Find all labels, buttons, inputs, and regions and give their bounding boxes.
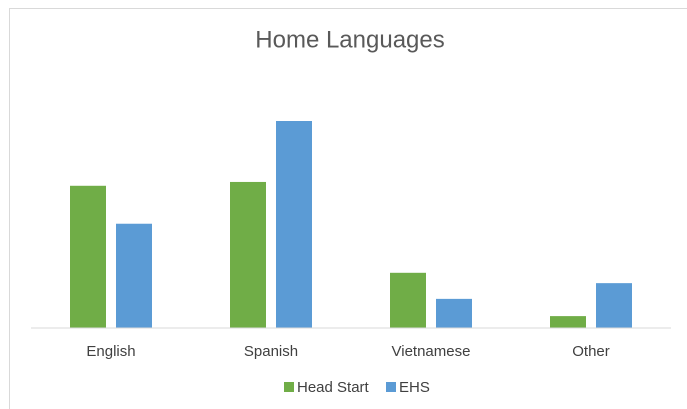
legend-label: Head Start (297, 379, 370, 396)
legend-label: EHS (399, 379, 430, 396)
bar (390, 272, 426, 328)
bar (436, 298, 472, 328)
x-tick-label: Vietnamese (392, 343, 471, 360)
x-tick-label: English (86, 343, 135, 360)
bar (596, 283, 632, 328)
x-tick-label: Spanish (244, 343, 298, 360)
bar (116, 223, 152, 328)
bar (276, 121, 312, 328)
legend-swatch (386, 382, 396, 392)
bar (550, 316, 586, 328)
bar (230, 181, 266, 328)
bar (70, 185, 106, 328)
chart-frame (9, 8, 687, 409)
legend-swatch (284, 382, 294, 392)
chart-title: Home Languages (255, 26, 444, 53)
x-tick-label: Other (572, 343, 610, 360)
